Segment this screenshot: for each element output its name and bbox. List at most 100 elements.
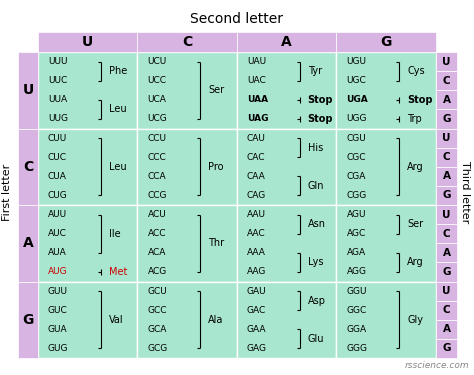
Bar <box>237 205 337 282</box>
Text: rsscience.com: rsscience.com <box>404 361 469 370</box>
Text: AAG: AAG <box>247 267 266 276</box>
Bar <box>436 205 457 224</box>
Text: A: A <box>443 171 450 182</box>
Text: Stop: Stop <box>308 114 333 124</box>
Text: First letter: First letter <box>2 164 12 221</box>
Text: Thr: Thr <box>208 238 224 248</box>
Text: ACG: ACG <box>147 267 167 276</box>
Text: Cys: Cys <box>407 66 425 76</box>
Text: GCC: GCC <box>147 306 167 315</box>
Bar <box>38 32 137 52</box>
Text: A: A <box>23 236 33 250</box>
Text: UGU: UGU <box>346 57 366 66</box>
Text: GCG: GCG <box>147 344 168 353</box>
Text: Asp: Asp <box>308 296 326 306</box>
Bar <box>137 129 237 205</box>
Bar <box>237 282 337 358</box>
Text: UAC: UAC <box>247 76 266 85</box>
Text: Arg: Arg <box>407 257 424 267</box>
Bar <box>436 167 457 186</box>
Text: C: C <box>23 160 33 174</box>
Text: U: U <box>442 57 451 67</box>
Text: G: G <box>442 190 451 200</box>
Text: GAA: GAA <box>247 325 266 334</box>
Text: Ser: Ser <box>407 219 423 229</box>
Text: Ile: Ile <box>109 229 120 239</box>
Bar <box>337 282 436 358</box>
Text: AAC: AAC <box>247 229 265 238</box>
Text: Glu: Glu <box>308 334 324 344</box>
Text: Asn: Asn <box>308 219 326 229</box>
Bar <box>237 32 337 52</box>
Bar <box>18 282 38 358</box>
Text: UCU: UCU <box>147 57 167 66</box>
Text: UUA: UUA <box>48 95 67 104</box>
Bar <box>237 52 337 129</box>
Bar <box>337 129 436 205</box>
Text: A: A <box>282 35 292 49</box>
Text: A: A <box>443 95 450 105</box>
Text: Trp: Trp <box>407 114 422 124</box>
Bar <box>38 52 137 129</box>
Text: A: A <box>443 248 450 258</box>
Bar <box>38 205 137 282</box>
Text: ACA: ACA <box>147 248 166 257</box>
Text: AAA: AAA <box>247 248 266 257</box>
Bar <box>337 32 436 52</box>
Text: Stop: Stop <box>407 95 433 105</box>
Text: GAU: GAU <box>247 286 266 296</box>
Text: G: G <box>381 35 392 49</box>
Bar <box>38 129 137 205</box>
Text: Tyr: Tyr <box>308 66 322 76</box>
Bar <box>38 282 137 358</box>
Text: Second letter: Second letter <box>191 12 283 26</box>
Text: AGC: AGC <box>346 229 366 238</box>
Text: GUU: GUU <box>48 286 68 296</box>
Text: UGG: UGG <box>346 114 367 123</box>
Text: CAA: CAA <box>247 172 266 181</box>
Text: CGC: CGC <box>346 153 366 162</box>
Bar <box>337 205 436 282</box>
Text: Stop: Stop <box>308 95 333 105</box>
Text: CAC: CAC <box>247 153 265 162</box>
Text: GCU: GCU <box>147 286 167 296</box>
Text: U: U <box>22 83 34 97</box>
Text: AGU: AGU <box>346 210 366 219</box>
Text: GAG: GAG <box>247 344 267 353</box>
Text: ACU: ACU <box>147 210 166 219</box>
Text: Lys: Lys <box>308 257 323 267</box>
Bar <box>436 339 457 358</box>
Text: U: U <box>442 286 451 296</box>
Text: CUA: CUA <box>48 172 67 181</box>
Text: Gly: Gly <box>407 315 423 325</box>
Text: Val: Val <box>109 315 123 325</box>
Text: UCC: UCC <box>147 76 166 85</box>
Text: GCA: GCA <box>147 325 167 334</box>
Text: CCC: CCC <box>147 153 166 162</box>
Text: UAA: UAA <box>247 95 268 104</box>
Text: CAG: CAG <box>247 191 266 200</box>
Text: UUC: UUC <box>48 76 67 85</box>
Text: UGA: UGA <box>346 95 368 104</box>
Text: CUG: CUG <box>48 191 68 200</box>
Bar <box>436 90 457 110</box>
Text: AAU: AAU <box>247 210 266 219</box>
Text: His: His <box>308 142 323 153</box>
Bar <box>436 282 457 301</box>
Text: Third letter: Third letter <box>460 161 470 224</box>
Text: Gln: Gln <box>308 181 324 191</box>
Text: Leu: Leu <box>109 162 126 172</box>
Text: Ser: Ser <box>208 85 224 95</box>
Bar <box>18 205 38 282</box>
Text: C: C <box>443 76 450 86</box>
Bar <box>436 262 457 282</box>
Text: G: G <box>442 344 451 353</box>
Bar <box>436 110 457 129</box>
Bar <box>436 186 457 205</box>
Bar <box>436 224 457 243</box>
Bar <box>436 243 457 262</box>
Bar <box>137 52 237 129</box>
Text: CCA: CCA <box>147 172 166 181</box>
Text: U: U <box>442 210 451 220</box>
Text: UUG: UUG <box>48 114 68 123</box>
